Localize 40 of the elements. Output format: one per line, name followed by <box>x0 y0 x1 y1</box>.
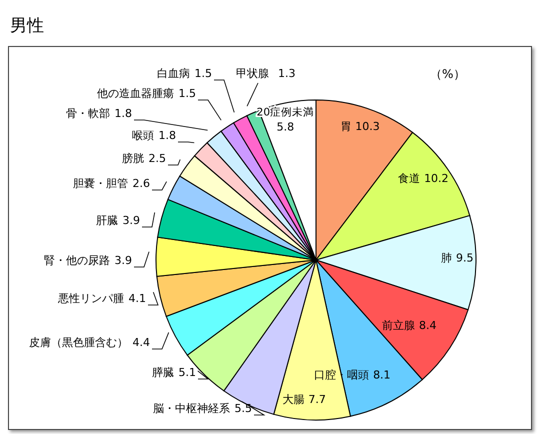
data-label: 1.5 <box>194 67 212 80</box>
data-label: 7.7 <box>308 392 326 406</box>
slice-label: 甲状腺 <box>236 67 269 80</box>
slice-label: 肺 <box>440 251 452 264</box>
chart-title: 男性 <box>10 15 44 37</box>
data-label: 5.1 <box>178 366 196 379</box>
data-label: 4.1 <box>128 292 146 305</box>
slice-label: 肝臓 <box>96 214 118 227</box>
data-label: 3.9 <box>122 214 140 227</box>
slice-label: 膀胱 <box>122 152 144 165</box>
data-label: 2.6 <box>132 177 150 190</box>
data-label: 1.3 <box>278 67 296 80</box>
data-label: 10.3 <box>355 120 380 134</box>
data-label: 5.5 <box>234 402 252 415</box>
slice-label: 腎・他の尿路 <box>44 254 110 267</box>
data-label: 9.5 <box>456 251 474 264</box>
data-label: 8.1 <box>373 368 391 382</box>
slice-label: 大腸 <box>282 392 304 406</box>
slice-label: 白血病 <box>157 67 190 80</box>
data-label: 3.9 <box>114 254 132 267</box>
data-label: 1.8 <box>114 107 132 120</box>
data-label: 5.8 <box>276 120 294 134</box>
slice-label: 悪性リンパ腫 <box>57 292 124 305</box>
slice-label: 胆嚢・胆管 <box>73 177 128 190</box>
slice-label: 膵臓 <box>152 366 174 379</box>
data-label: 2.5 <box>148 152 166 165</box>
text: （%） <box>430 66 466 83</box>
data-label: 10.2 <box>424 172 449 185</box>
data-label: 1.5 <box>178 87 196 100</box>
slice-label: 喉頭 <box>132 129 154 142</box>
data-label: 4.4 <box>132 336 150 349</box>
slice-label: 脳・中枢神経系 <box>153 402 230 415</box>
slice-label: 食道 <box>398 172 420 185</box>
slice-label: 前立腺 <box>382 319 416 332</box>
data-label: 8.4 <box>419 319 437 332</box>
data-label: 1.8 <box>158 129 176 142</box>
slice-label: 骨・軟部 <box>66 107 110 120</box>
slice-label: 他の造血器腫瘍 <box>97 87 174 100</box>
slice-label: 胃 <box>340 120 352 134</box>
slice-label: 皮膚（黒色腫含む） <box>29 336 128 349</box>
